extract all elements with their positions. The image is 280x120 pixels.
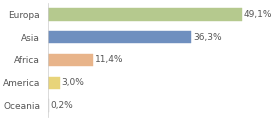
Bar — [48, 31, 192, 43]
Bar — [48, 99, 49, 112]
Text: 3,0%: 3,0% — [62, 78, 85, 87]
Text: 49,1%: 49,1% — [244, 10, 272, 19]
Bar — [48, 77, 60, 89]
Text: 36,3%: 36,3% — [193, 33, 222, 42]
Text: 0,2%: 0,2% — [51, 101, 73, 110]
Bar — [48, 8, 242, 21]
Text: 11,4%: 11,4% — [95, 55, 123, 64]
Bar — [48, 54, 93, 66]
